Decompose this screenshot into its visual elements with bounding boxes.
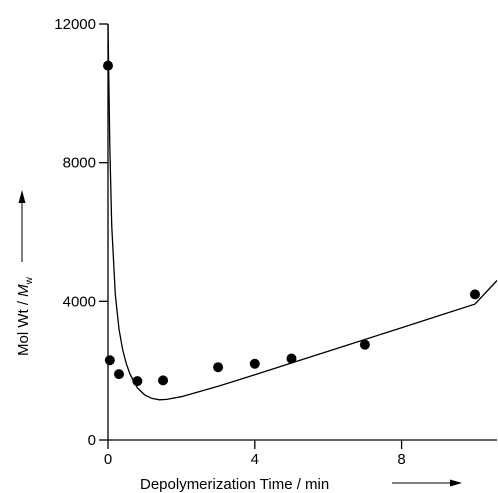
data-point xyxy=(158,375,169,386)
ticks: 0 4000 8000 12000 0 4 8 xyxy=(54,16,405,468)
axes xyxy=(107,24,497,441)
x-tick-label: 8 xyxy=(397,451,405,468)
fit-curve-layer xyxy=(107,23,498,401)
data-point xyxy=(114,369,125,380)
y-axis-title-arrow xyxy=(18,190,26,262)
data-point xyxy=(103,60,113,71)
y-tick-label: 12000 xyxy=(54,16,96,33)
data-point xyxy=(132,376,143,387)
x-tick-label: 0 xyxy=(104,451,112,468)
y-axis-title-prefix: Mol Wt / xyxy=(15,297,32,356)
x-axis-title-arrow xyxy=(392,479,462,487)
y-tick-label: 4000 xyxy=(63,293,96,310)
y-axis-title-subscript: w xyxy=(24,276,35,285)
data-points-layer xyxy=(103,60,480,387)
data-point xyxy=(213,362,224,373)
data-point xyxy=(359,339,370,350)
data-point xyxy=(469,289,480,300)
y-axis-title-group: Mol Wt / Mw xyxy=(15,276,35,356)
y-tick-label: 0 xyxy=(88,432,96,449)
y-axis-title: Mol Wt / Mw xyxy=(15,276,35,356)
data-point xyxy=(104,355,115,366)
y-tick-label: 8000 xyxy=(63,155,96,172)
x-axis-title: Depolymerization Time / min xyxy=(140,476,329,493)
data-point xyxy=(249,358,260,369)
y-axis-title-symbol: M xyxy=(15,284,32,297)
x-tick-label: 4 xyxy=(251,451,259,468)
fit-curve xyxy=(107,23,498,401)
data-point xyxy=(286,353,297,364)
